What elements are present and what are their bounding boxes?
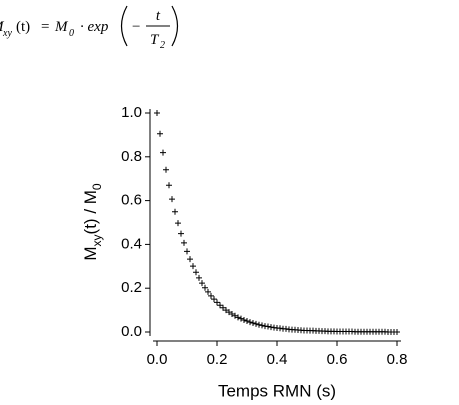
data-point xyxy=(244,318,250,325)
data-point xyxy=(163,166,169,173)
eq-m: M xyxy=(54,19,69,35)
eq-lhs-sub: xy xyxy=(2,28,12,39)
y-axis-title: Mxy(t) / M0 xyxy=(81,183,104,261)
data-point xyxy=(184,248,190,255)
data-point xyxy=(247,319,253,326)
data-point xyxy=(208,292,214,299)
data-point xyxy=(256,321,262,328)
data-point xyxy=(205,288,211,295)
y-tick-label: 0.8 xyxy=(121,148,142,165)
eq-arg: (t) xyxy=(16,19,30,35)
y-title-sub2: 0 xyxy=(90,183,104,190)
data-point xyxy=(202,284,208,291)
data-point xyxy=(214,299,220,306)
data-point xyxy=(178,230,184,237)
eq-fn: · exp xyxy=(80,19,109,35)
data-point xyxy=(265,323,271,330)
data-point xyxy=(187,256,193,263)
data-point xyxy=(238,315,244,322)
data-point xyxy=(394,329,400,335)
eq-minus: − xyxy=(132,19,140,35)
x-tick-label: 0.4 xyxy=(267,351,288,368)
y-tick-label: 0.6 xyxy=(121,192,142,209)
equation: M xy (t) = M 0 · exp − t T 2 xyxy=(0,5,179,51)
data-point xyxy=(172,208,178,215)
y-tick-label: 0.0 xyxy=(121,323,142,340)
data-point xyxy=(157,130,163,137)
data-point xyxy=(196,274,202,281)
x-tick-label: 0.2 xyxy=(207,351,228,368)
eq-lhs: M xyxy=(0,19,5,35)
x-tick-label: 0.8 xyxy=(387,351,408,368)
x-axis-title: Temps RMN (s) xyxy=(218,381,336,400)
x-tick-label: 0.6 xyxy=(327,351,348,368)
data-point xyxy=(181,239,187,246)
eq-num: t xyxy=(156,8,161,24)
data-point xyxy=(160,149,166,156)
y-tick-label: 0.2 xyxy=(121,279,142,296)
data-point xyxy=(199,280,205,287)
data-point xyxy=(169,196,175,203)
y-tick-label: 0.4 xyxy=(121,235,142,252)
y-title-main: M xyxy=(81,246,100,260)
data-point xyxy=(235,314,241,321)
eq-equals: = xyxy=(41,19,49,35)
data-point xyxy=(175,220,181,227)
eq-den: T xyxy=(150,32,160,48)
eq-paren-right xyxy=(171,5,179,47)
data-point xyxy=(250,320,256,327)
data-point xyxy=(190,263,196,270)
data-point xyxy=(193,269,199,276)
data-point xyxy=(259,322,265,329)
data-point xyxy=(154,110,160,116)
eq-paren-left xyxy=(120,5,128,47)
x-tick-label: 0.0 xyxy=(147,351,168,368)
data-point xyxy=(241,316,247,323)
eq-den-sub: 2 xyxy=(160,40,165,51)
eq-m-sub: 0 xyxy=(69,28,74,39)
y-tick-label: 1.0 xyxy=(121,104,142,121)
data-point xyxy=(166,182,172,189)
y-title-mid: (t) / M xyxy=(81,190,100,234)
y-title-sub: xy xyxy=(90,234,104,246)
data-point xyxy=(211,296,217,303)
data-point xyxy=(253,320,259,327)
